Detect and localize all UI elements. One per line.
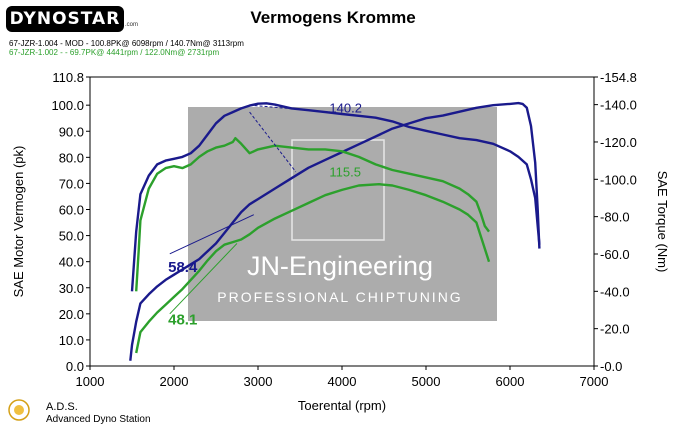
run-info-mod: 67-JZR-1.004 - MOD - 100.8PK@ 6098rpm / … [9, 39, 244, 48]
y2-tick-label: -20.0 [600, 322, 630, 337]
peak-annotation-label: 48.1 [168, 311, 197, 328]
y2-tick-label: -154.8 [600, 70, 637, 85]
footer-subtitle: Advanced Dyno Station [46, 414, 151, 425]
x-tick-label: 7000 [580, 374, 609, 389]
y2-tick-label: -80.0 [600, 210, 630, 225]
y-tick-label: 40.0 [59, 255, 84, 270]
annotation-leader [249, 111, 297, 173]
ads-logo-icon [8, 399, 30, 421]
y-tick-label: 90.0 [59, 124, 84, 139]
y-tick-label: 30.0 [59, 281, 84, 296]
y-tick-label: 60.0 [59, 203, 84, 218]
footer-name: A.D.S. [46, 401, 78, 413]
series-line-power-stock [135, 182, 491, 354]
y-tick-label: 100.0 [51, 98, 84, 113]
dynostar-logo-text: DYNOSTAR [9, 9, 121, 29]
dynostar-logo: DYNOSTAR [6, 6, 124, 32]
y-tick-label: 20.0 [59, 307, 84, 322]
y2-tick-label: -100.0 [600, 172, 637, 187]
chart-title: Vermogens Kromme [250, 8, 416, 27]
series-line-power-mod [129, 101, 541, 361]
x-tick-label: 3000 [244, 374, 273, 389]
y-tick-label: 50.0 [59, 229, 84, 244]
watermark-text-name: JN-Engineering [247, 251, 433, 281]
dynostar-logo-suffix: .com [125, 22, 139, 28]
x-tick-label: 4000 [328, 374, 357, 389]
watermark-chip-icon [291, 139, 385, 241]
x-tick-label: 5000 [412, 374, 441, 389]
watermark-text-tagline: PROFESSIONAL CHIPTUNING [217, 289, 462, 305]
x-tick-label: 1000 [76, 374, 105, 389]
y2-tick-label: -0.0 [600, 359, 622, 374]
y2-axis-label: SAE Torque (Nm) [655, 171, 670, 273]
y2-tick-label: -140.0 [600, 98, 637, 113]
peak-annotation-label: 58.4 [168, 259, 198, 276]
y-tick-label: 110.8 [52, 70, 84, 85]
y2-tick-label: -40.0 [600, 284, 630, 299]
annotation-leader [249, 104, 334, 113]
x-tick-label: 6000 [496, 374, 525, 389]
y-tick-label: 70.0 [59, 176, 84, 191]
x-tick-label: 2000 [160, 374, 189, 389]
annotation-leader [169, 214, 255, 255]
annotation-leader [169, 243, 238, 315]
x-axis-label: Toerental (rpm) [298, 398, 386, 413]
y-tick-label: 10.0 [59, 333, 84, 348]
run-info-stock: 67-JZR-1.002 - - 69.7PK@ 4441rpm / 122.0… [9, 48, 220, 57]
y2-tick-label: -120.0 [600, 135, 637, 150]
y-tick-label: 80.0 [59, 150, 84, 165]
peak-annotation-label: 115.5 [329, 164, 361, 179]
y2-tick-label: -60.0 [600, 247, 630, 262]
peak-annotation-label: 140.2 [329, 100, 362, 115]
y-axis-label: SAE Motor Vermogen (pk) [11, 146, 26, 298]
series-line-torque-stock [135, 136, 490, 292]
y-tick-label: 0.0 [66, 359, 84, 374]
